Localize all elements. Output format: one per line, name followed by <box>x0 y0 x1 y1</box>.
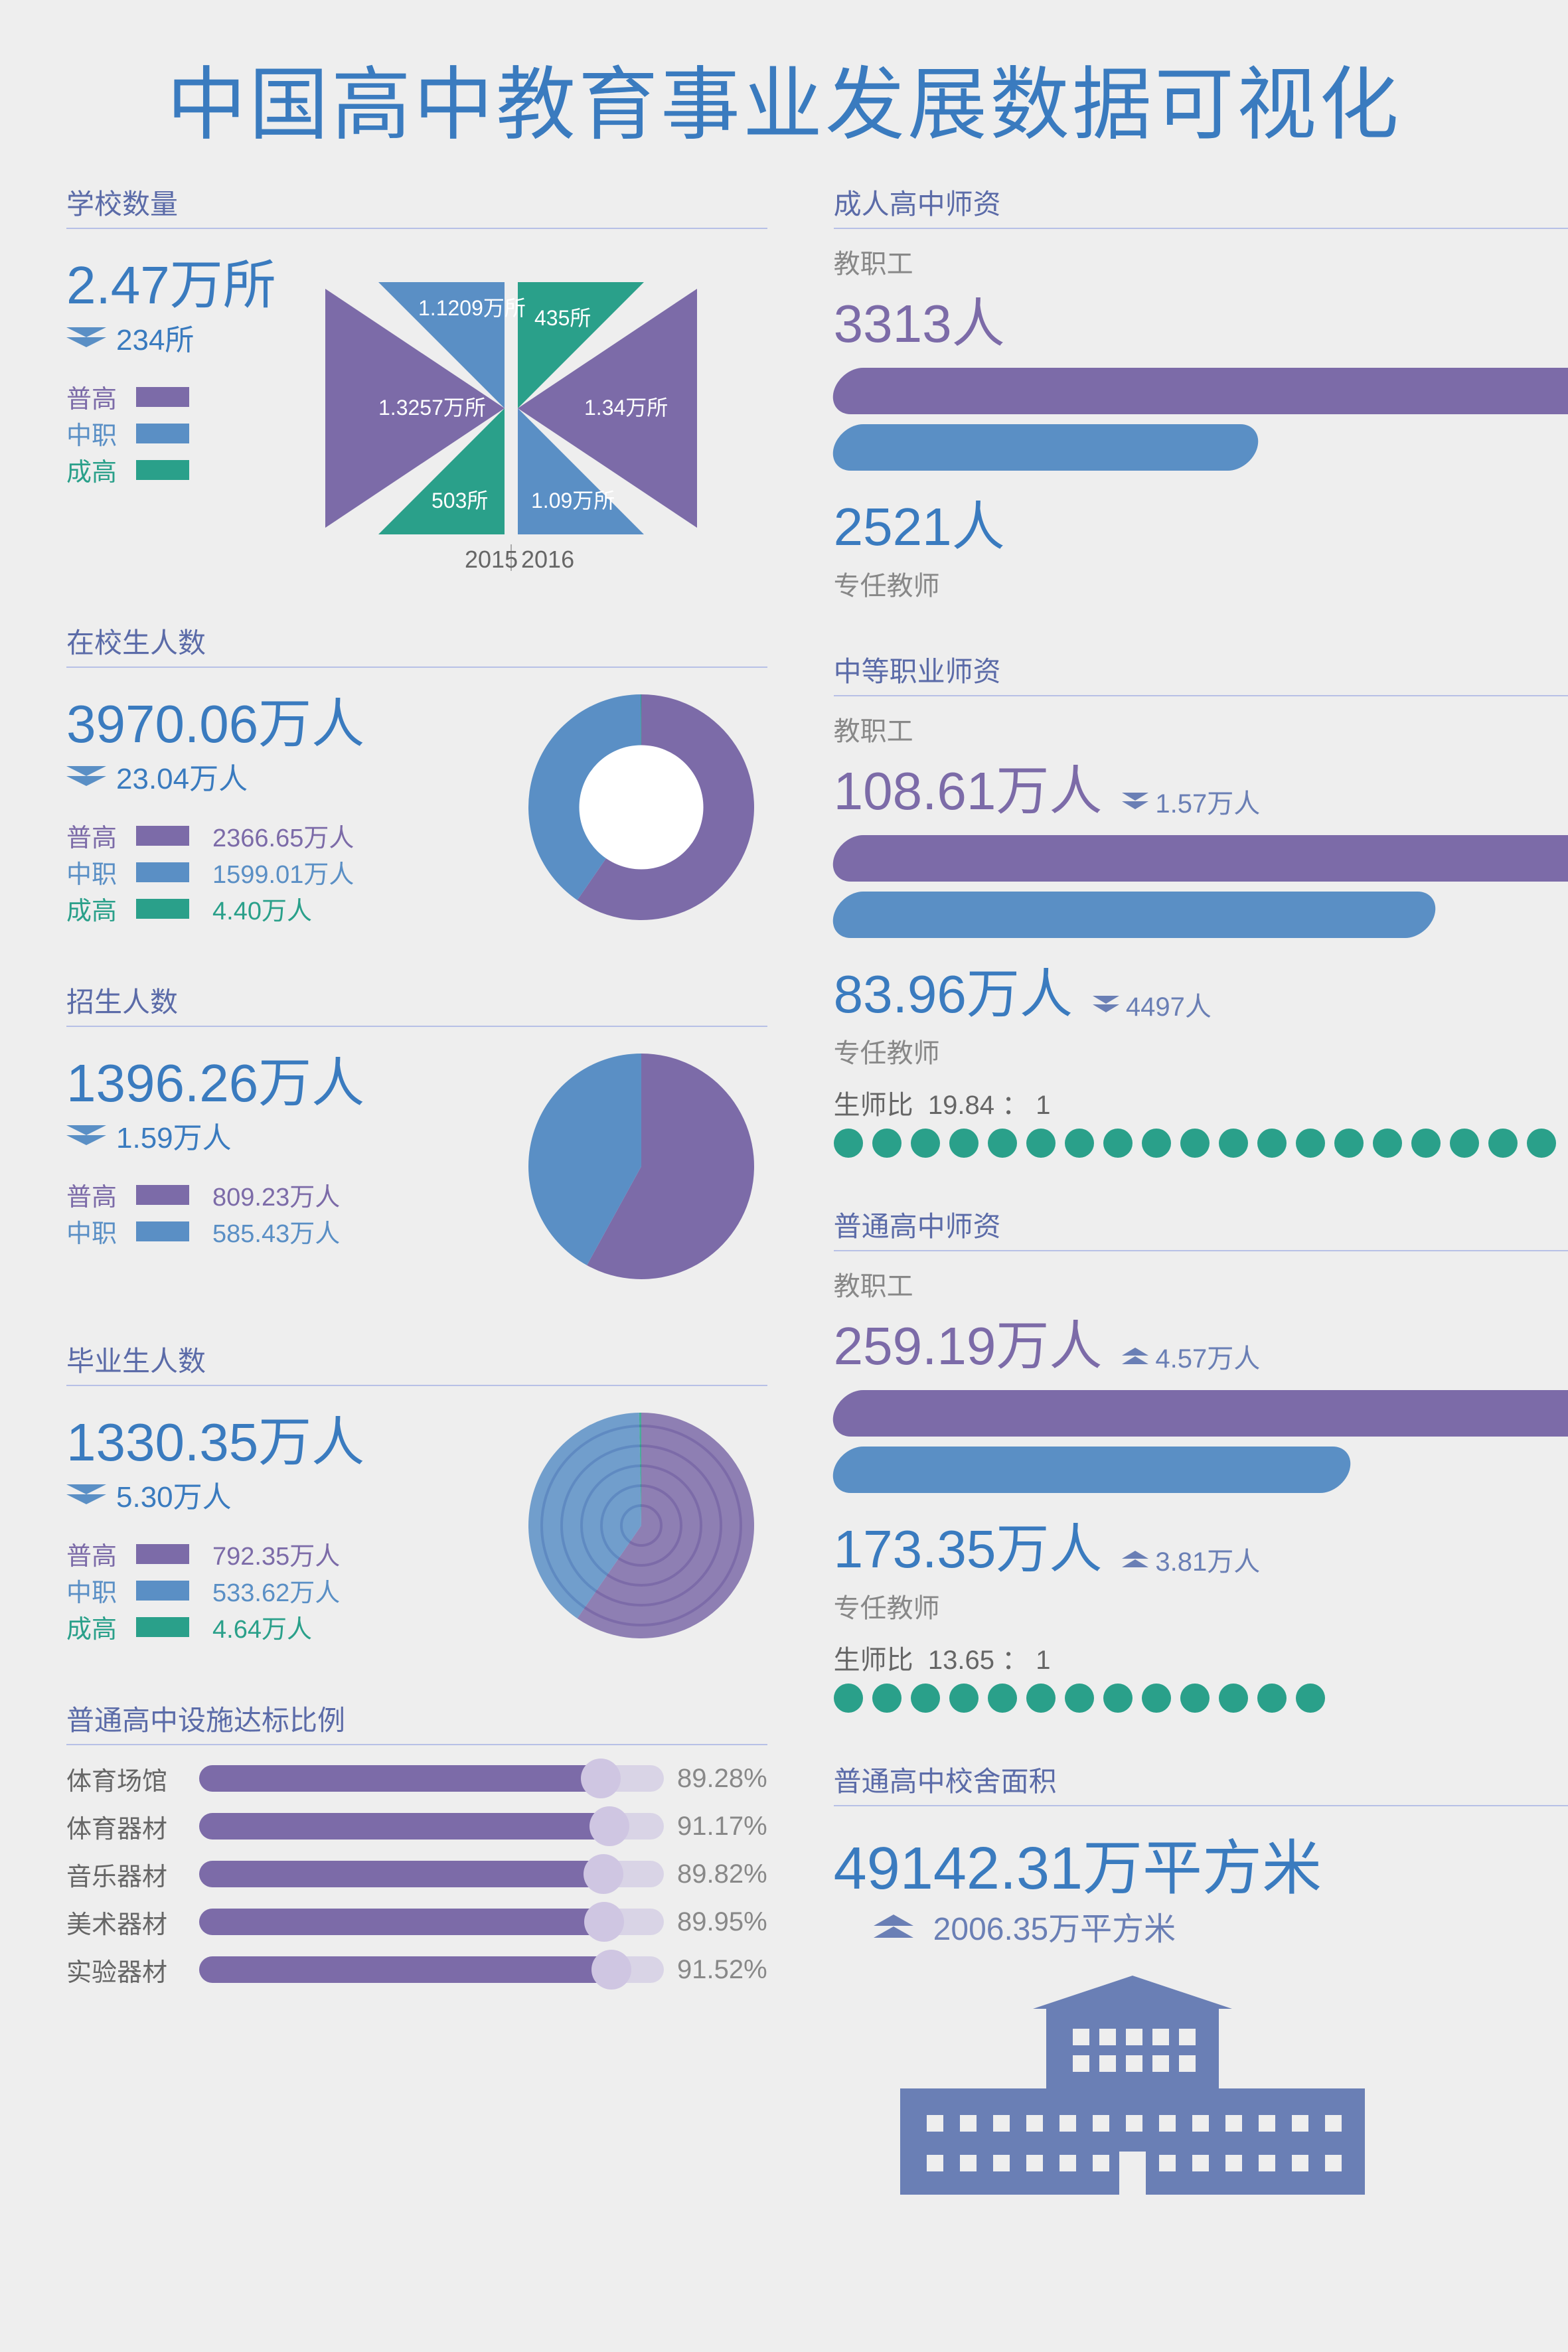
page-title: 中国高中教育事业发展数据可视化 <box>66 40 1502 155</box>
section-adult-teachers: 成人高中师资 教职工 3313人 2521人 专任教师 <box>834 182 1568 603</box>
arrow-up-icon <box>874 1915 913 1938</box>
schools-triangle-chart: 1.1209万所 1.3257万所 503所 435所 1.34万所 1.09万… <box>299 242 730 574</box>
stat-bar <box>827 892 1441 938</box>
svg-text:435所: 435所 <box>534 306 591 330</box>
grads-radar <box>515 1399 767 1652</box>
arrow-down-icon <box>66 766 106 786</box>
legend-item: 中职1599.01万人 <box>66 854 495 890</box>
right-column: 成人高中师资 教职工 3313人 2521人 专任教师 中等职业师资 教职工 1… <box>834 182 1568 2251</box>
section-students: 在校生人数 3970.06万人 23.04万人 普高2366.65万人中职159… <box>66 621 767 933</box>
arrow-up-icon <box>1122 1551 1148 1567</box>
swatch-blue <box>136 424 189 443</box>
enroll-pie <box>515 1040 767 1293</box>
facility-bar <box>199 1956 664 1983</box>
svg-text:1.1209万所: 1.1209万所 <box>418 296 526 320</box>
facility-bar <box>199 1861 664 1887</box>
facility-row: 体育器材 91.17% <box>66 1806 767 1846</box>
legend-item: 普高2366.65万人 <box>66 817 495 854</box>
schools-delta: 234所 <box>116 316 194 358</box>
facility-bar <box>199 1813 664 1840</box>
arrow-down-icon <box>66 1484 106 1504</box>
stat-bar <box>827 424 1263 471</box>
legend-item: 中职585.43万人 <box>66 1213 495 1249</box>
stat-bar <box>827 1390 1568 1437</box>
section-facilities: 普通高中设施达标比例 体育场馆 89.28%体育器材 91.17%音乐器材 89… <box>66 1698 767 1990</box>
swatch-green <box>136 460 189 480</box>
students-donut <box>515 681 767 933</box>
facility-row: 音乐器材 89.82% <box>66 1854 767 1894</box>
legend-item: 成高4.64万人 <box>66 1608 495 1645</box>
arrow-up-icon <box>1122 1348 1148 1364</box>
stat-bar <box>827 1447 1356 1493</box>
section-voc-teachers: 中等职业师资 教职工 108.61万人 1.57万人 83.96万人 4497人… <box>834 649 1568 1158</box>
svg-text:2015: 2015 <box>465 546 518 573</box>
left-column: 学校数量 2.47万所 234所 普高 中职 成高 <box>66 182 767 2251</box>
legend-pugao: 普高 <box>66 378 126 415</box>
legend-chenggao: 成高 <box>66 451 126 488</box>
section-enroll: 招生人数 1396.26万人 1.59万人 普高809.23万人中职585.43… <box>66 980 767 1293</box>
svg-text:503所: 503所 <box>431 489 488 512</box>
building-icon <box>834 1969 1431 2201</box>
facility-row: 美术器材 89.95% <box>66 1902 767 1942</box>
section-grads: 毕业生人数 1330.35万人 5.30万人 普高792.35万人中职533.6… <box>66 1339 767 1652</box>
swatch-purple <box>136 387 189 407</box>
facility-bar <box>199 1909 664 1935</box>
svg-text:2016: 2016 <box>521 546 574 573</box>
arrow-down-icon <box>1093 996 1119 1012</box>
section-reg-teachers: 普通高中师资 教职工 259.19万人 4.57万人 173.35万人 3.81… <box>834 1204 1568 1713</box>
ratio-dots <box>834 1129 1568 1158</box>
svg-text:1.3257万所: 1.3257万所 <box>378 396 486 420</box>
legend-item: 普高809.23万人 <box>66 1176 495 1213</box>
section-heading: 学校数量 <box>66 182 767 229</box>
legend-item: 成高4.40万人 <box>66 890 495 927</box>
facility-row: 实验器材 91.52% <box>66 1950 767 1990</box>
arrow-down-icon <box>1122 793 1148 809</box>
legend-item: 普高792.35万人 <box>66 1535 495 1572</box>
arrow-down-icon <box>66 1125 106 1145</box>
legend-item: 中职533.62万人 <box>66 1572 495 1608</box>
svg-text:1.09万所: 1.09万所 <box>531 489 615 512</box>
schools-total: 2.47万所 <box>66 242 279 319</box>
stat-bar <box>827 368 1568 414</box>
stat-bar <box>827 835 1568 882</box>
svg-text:1.34万所: 1.34万所 <box>584 396 668 420</box>
ratio-dots <box>834 1684 1568 1713</box>
students-total: 3970.06万人 <box>66 681 495 758</box>
legend-zhongzhi: 中职 <box>66 415 126 451</box>
section-schools: 学校数量 2.47万所 234所 普高 中职 成高 <box>66 182 767 574</box>
section-campus: 普通高中校舍面积 49142.31万平方米 2006.35万平方米 <box>834 1759 1568 2205</box>
arrow-down-icon <box>66 327 106 347</box>
section-heading: 在校生人数 <box>66 621 767 668</box>
facility-row: 体育场馆 89.28% <box>66 1759 767 1798</box>
facility-bar <box>199 1765 664 1792</box>
